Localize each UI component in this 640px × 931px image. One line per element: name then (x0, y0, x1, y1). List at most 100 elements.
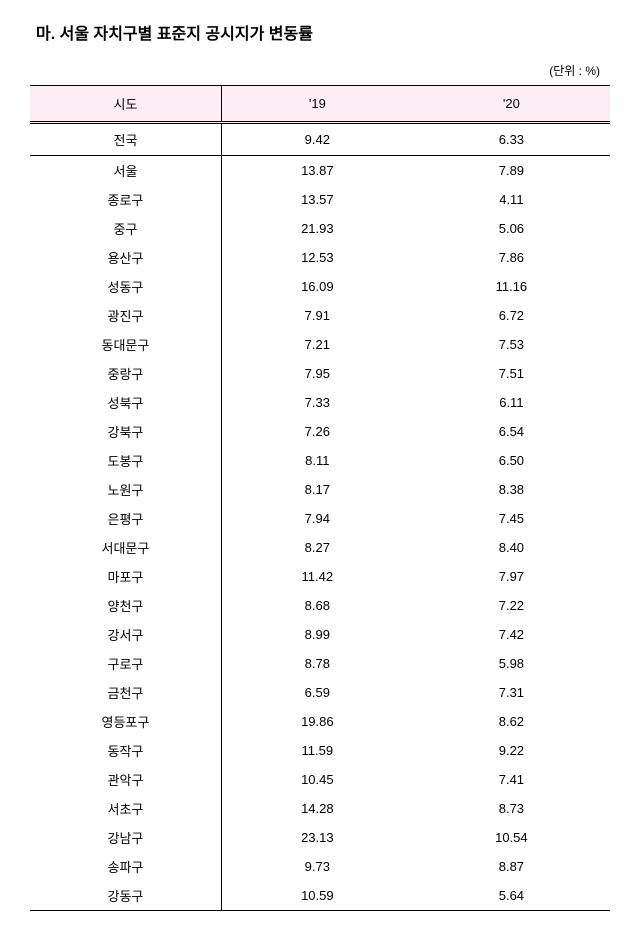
cell-2019: 7.95 (221, 359, 412, 388)
header-row: 시도 '19 '20 (30, 86, 610, 123)
cell-2019: 9.73 (221, 852, 412, 881)
cell-2019: 8.68 (221, 591, 412, 620)
cell-2019: 10.59 (221, 881, 412, 911)
cell-2019: 7.21 (221, 330, 412, 359)
cell-region: 양천구 (30, 591, 221, 620)
cell-region: 성북구 (30, 388, 221, 417)
cell-2020: 7.31 (413, 678, 610, 707)
cell-2020: 11.16 (413, 272, 610, 301)
table-row: 강서구8.997.42 (30, 620, 610, 649)
table-row: 마포구11.427.97 (30, 562, 610, 591)
col-header-region: 시도 (30, 86, 221, 123)
cell-2020: 6.72 (413, 301, 610, 330)
cell-region: 용산구 (30, 243, 221, 272)
unit-label: (단위 : %) (30, 62, 610, 79)
cell-region: 마포구 (30, 562, 221, 591)
cell-2019: 8.27 (221, 533, 412, 562)
cell-2019: 8.78 (221, 649, 412, 678)
cell-2020: 5.06 (413, 214, 610, 243)
cell-region: 성동구 (30, 272, 221, 301)
cell-region: 광진구 (30, 301, 221, 330)
table-row: 동대문구7.217.53 (30, 330, 610, 359)
table-row: 서대문구8.278.40 (30, 533, 610, 562)
table-row: 성북구7.336.11 (30, 388, 610, 417)
cell-2020: 8.87 (413, 852, 610, 881)
cell-2019: 14.28 (221, 794, 412, 823)
cell-2020: 8.40 (413, 533, 610, 562)
table-row: 광진구7.916.72 (30, 301, 610, 330)
cell-region: 서초구 (30, 794, 221, 823)
cell-region: 강서구 (30, 620, 221, 649)
cell-2020: 5.64 (413, 881, 610, 911)
table-row: 강남구23.1310.54 (30, 823, 610, 852)
cell-region: 강남구 (30, 823, 221, 852)
cell-2020: 6.54 (413, 417, 610, 446)
cell-2019: 8.99 (221, 620, 412, 649)
cell-region: 송파구 (30, 852, 221, 881)
table-row: 양천구8.687.22 (30, 591, 610, 620)
cell-region: 서울 (30, 156, 221, 186)
cell-2020: 5.98 (413, 649, 610, 678)
cell-2020: 7.89 (413, 156, 610, 186)
table-row: 서초구14.288.73 (30, 794, 610, 823)
cell-region: 노원구 (30, 475, 221, 504)
cell-2019: 11.42 (221, 562, 412, 591)
table-row: 도봉구8.116.50 (30, 446, 610, 475)
table-row: 강북구7.266.54 (30, 417, 610, 446)
cell-2020: 9.22 (413, 736, 610, 765)
cell-region: 은평구 (30, 504, 221, 533)
table-row: 금천구6.597.31 (30, 678, 610, 707)
cell-2020: 6.50 (413, 446, 610, 475)
cell-region: 관악구 (30, 765, 221, 794)
page-title: 마. 서울 자치구별 표준지 공시지가 변동률 (36, 20, 610, 44)
cell-2020: 8.38 (413, 475, 610, 504)
table-row: 구로구8.785.98 (30, 649, 610, 678)
cell-2019: 10.45 (221, 765, 412, 794)
cell-region: 영등포구 (30, 707, 221, 736)
cell-2020: 8.62 (413, 707, 610, 736)
cell-2019: 7.33 (221, 388, 412, 417)
cell-region: 서대문구 (30, 533, 221, 562)
cell-2019: 7.91 (221, 301, 412, 330)
table-row: 동작구11.599.22 (30, 736, 610, 765)
cell-2020: 7.45 (413, 504, 610, 533)
cell-2020: 7.41 (413, 765, 610, 794)
cell-2019: 8.11 (221, 446, 412, 475)
national-row: 전국 9.42 6.33 (30, 123, 610, 156)
cell-2019: 7.94 (221, 504, 412, 533)
cell-2019: 8.17 (221, 475, 412, 504)
cell-2019: 21.93 (221, 214, 412, 243)
table-row: 강동구10.595.64 (30, 881, 610, 911)
cell-region: 전국 (30, 123, 221, 156)
table-row: 중구21.935.06 (30, 214, 610, 243)
cell-2020: 7.22 (413, 591, 610, 620)
cell-2019: 13.57 (221, 185, 412, 214)
col-header-2019: '19 (221, 86, 412, 123)
cell-2020: 4.11 (413, 185, 610, 214)
table-row: 노원구8.178.38 (30, 475, 610, 504)
cell-2019: 13.87 (221, 156, 412, 186)
cell-2019: 19.86 (221, 707, 412, 736)
cell-2020: 10.54 (413, 823, 610, 852)
cell-2020: 7.42 (413, 620, 610, 649)
cell-region: 중랑구 (30, 359, 221, 388)
cell-region: 강동구 (30, 881, 221, 911)
cell-region: 강북구 (30, 417, 221, 446)
table-body: 전국 9.42 6.33 서울13.877.89종로구13.574.11중구21… (30, 123, 610, 911)
table-row: 종로구13.574.11 (30, 185, 610, 214)
cell-2020: 7.97 (413, 562, 610, 591)
table-row: 성동구16.0911.16 (30, 272, 610, 301)
cell-2019: 9.42 (221, 123, 412, 156)
cell-2019: 6.59 (221, 678, 412, 707)
table-row: 용산구12.537.86 (30, 243, 610, 272)
table-row: 은평구7.947.45 (30, 504, 610, 533)
cell-2019: 7.26 (221, 417, 412, 446)
cell-2019: 16.09 (221, 272, 412, 301)
cell-2019: 11.59 (221, 736, 412, 765)
cell-2019: 23.13 (221, 823, 412, 852)
cell-region: 동작구 (30, 736, 221, 765)
table-row: 서울13.877.89 (30, 156, 610, 186)
cell-2020: 6.11 (413, 388, 610, 417)
cell-2020: 7.86 (413, 243, 610, 272)
data-table: 시도 '19 '20 전국 9.42 6.33 서울13.877.89종로구13… (30, 85, 610, 911)
